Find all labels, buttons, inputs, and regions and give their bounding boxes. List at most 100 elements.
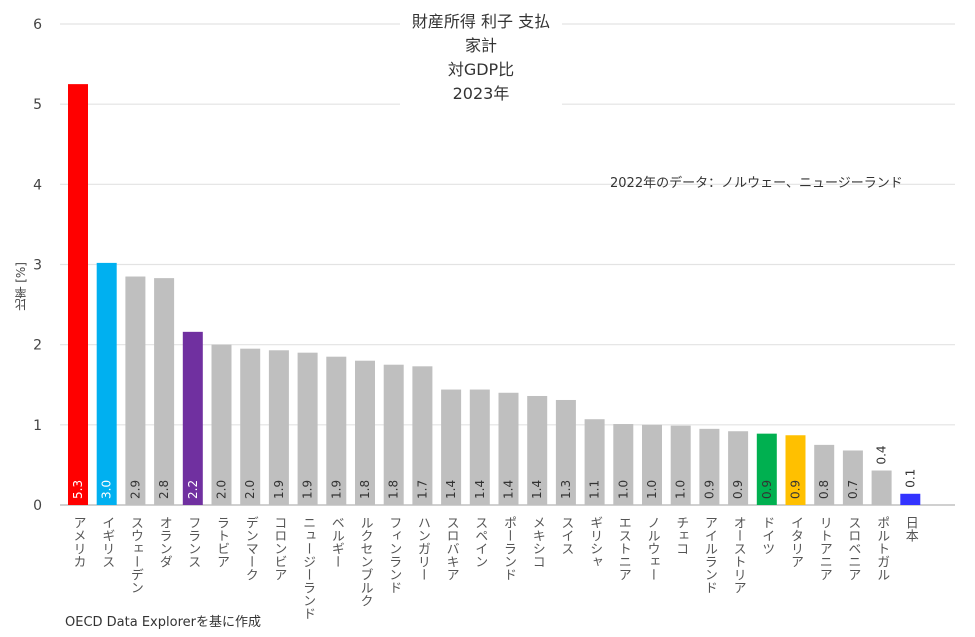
bar bbox=[326, 356, 347, 505]
x-tick-label: ベルギー bbox=[329, 516, 345, 568]
data-label: 1.0 bbox=[645, 480, 659, 499]
data-label: 1.7 bbox=[415, 480, 429, 499]
data-label: 1.9 bbox=[329, 480, 343, 499]
data-label: 2.8 bbox=[157, 480, 171, 499]
data-label: 1.8 bbox=[358, 480, 372, 499]
data-label: 1.8 bbox=[387, 480, 401, 499]
x-tick-label: ハンガリー bbox=[415, 516, 430, 581]
x-tick-label: リトアニア bbox=[817, 516, 832, 581]
data-label: 0.1 bbox=[903, 469, 917, 488]
data-label: 1.4 bbox=[473, 480, 487, 499]
x-tick-label: アメリカ bbox=[71, 516, 86, 568]
y-tick-label: 2 bbox=[33, 338, 42, 354]
bar bbox=[527, 395, 548, 505]
x-tick-label: スウェーデン bbox=[128, 516, 143, 594]
data-label: 1.4 bbox=[502, 480, 516, 499]
bar bbox=[355, 360, 375, 505]
bar bbox=[412, 366, 433, 505]
y-tick-label: 6 bbox=[33, 17, 42, 33]
bar bbox=[297, 352, 318, 505]
bar bbox=[613, 424, 634, 505]
title-line: 2023年 bbox=[452, 84, 510, 103]
x-tick-label: ポーランド bbox=[501, 516, 516, 581]
bar bbox=[584, 419, 605, 505]
source-footer: OECD Data Explorerを基に作成 bbox=[65, 615, 261, 630]
title-line: 対GDP比 bbox=[447, 60, 515, 79]
x-tick-label: コロンビア bbox=[271, 516, 286, 581]
x-tick-label: ポルトガル bbox=[874, 516, 889, 581]
bar bbox=[756, 433, 777, 505]
data-label: 0.9 bbox=[789, 480, 803, 499]
data-label: 0.7 bbox=[846, 480, 860, 499]
data-label: 5.3 bbox=[71, 480, 85, 499]
data-label: 2.9 bbox=[128, 480, 142, 499]
bar bbox=[900, 493, 921, 505]
x-tick-label: デンマーク bbox=[243, 516, 258, 581]
x-tick-label: メキシコ bbox=[530, 516, 545, 568]
bar bbox=[785, 435, 806, 505]
bar bbox=[211, 344, 232, 505]
y-axis-label: 比率 [%] bbox=[14, 262, 28, 311]
bar bbox=[182, 331, 203, 505]
y-tick-label: 3 bbox=[33, 258, 42, 274]
data-label: 1.9 bbox=[272, 480, 286, 499]
x-tick-label: チェコ bbox=[673, 516, 688, 555]
x-tick-label: フランス bbox=[185, 516, 200, 568]
x-tick-label: 日本 bbox=[903, 516, 919, 542]
bar bbox=[555, 399, 576, 505]
bar bbox=[642, 424, 662, 505]
x-tick-label: ラトビア bbox=[214, 516, 229, 568]
x-tick-label: ギリシャ bbox=[587, 516, 602, 568]
data-label: 0.8 bbox=[817, 480, 831, 499]
bar bbox=[670, 425, 691, 505]
data-label: 2.0 bbox=[215, 480, 229, 499]
title-line: 財産所得 利子 支払 bbox=[411, 12, 551, 31]
x-tick-label: ドイツ bbox=[759, 516, 774, 555]
title-line: 家計 bbox=[464, 36, 497, 55]
x-tick-label: ノルウェー bbox=[645, 516, 660, 581]
x-tick-label: アイルランド bbox=[702, 516, 717, 594]
bar bbox=[154, 278, 175, 505]
bar bbox=[68, 84, 88, 505]
x-tick-label: オランダ bbox=[157, 516, 172, 568]
x-tick-label: エストニア bbox=[616, 516, 631, 581]
bar bbox=[814, 444, 835, 505]
data-label: 1.0 bbox=[674, 480, 688, 499]
bar bbox=[842, 450, 863, 505]
data-label: 1.1 bbox=[588, 480, 602, 499]
data-label: 1.0 bbox=[616, 480, 630, 499]
y-tick-label: 0 bbox=[33, 498, 42, 514]
data-label: 1.4 bbox=[444, 480, 458, 499]
x-tick-label: スイス bbox=[558, 516, 573, 555]
data-note: 2022年のデータ：ノルウェー、ニュージーランド bbox=[610, 176, 903, 191]
bar bbox=[125, 276, 146, 505]
y-tick-label: 4 bbox=[33, 177, 42, 193]
bar bbox=[383, 364, 404, 505]
bar bbox=[96, 262, 117, 505]
data-label: 3.0 bbox=[100, 480, 114, 499]
y-tick-label: 5 bbox=[33, 97, 42, 113]
data-label: 2.0 bbox=[243, 480, 257, 499]
bar bbox=[268, 350, 289, 505]
data-label: 1.3 bbox=[559, 480, 573, 499]
y-tick-label: 1 bbox=[33, 418, 42, 434]
data-label: 2.2 bbox=[186, 480, 200, 499]
chart-title: 財産所得 利子 支払 家計 対GDP比 2023年 bbox=[400, 10, 562, 106]
data-label: 1.4 bbox=[530, 480, 544, 499]
bar bbox=[469, 389, 490, 505]
data-label: 1.9 bbox=[301, 480, 315, 499]
x-tick-label: フィンランド bbox=[386, 516, 401, 594]
bar bbox=[441, 389, 462, 505]
bar bbox=[699, 428, 720, 505]
data-label: 0.9 bbox=[702, 480, 716, 499]
x-tick-label: イタリア bbox=[788, 516, 803, 568]
x-tick-label: スペイン bbox=[472, 516, 488, 568]
bar bbox=[240, 348, 261, 505]
x-tick-label: イギリス bbox=[99, 516, 114, 568]
x-tick-label: オーストリア bbox=[731, 516, 746, 594]
x-tick-label: スロバキア bbox=[444, 516, 460, 581]
x-tick-label: スロベニア bbox=[845, 516, 861, 581]
bar bbox=[728, 431, 749, 505]
